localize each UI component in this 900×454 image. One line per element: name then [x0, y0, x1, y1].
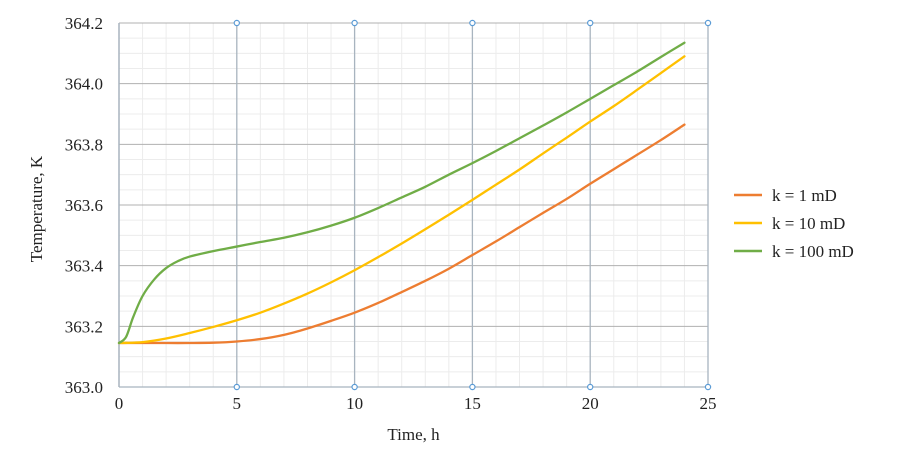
gridline-handle-dot: [233, 383, 240, 391]
y-tick-label: 363.8: [65, 135, 103, 154]
y-tick-label: 363.0: [65, 378, 103, 397]
gridline-handle-dot: [351, 19, 358, 27]
gridline-handle-dot: [469, 19, 476, 27]
major-gridlines: [118, 22, 709, 388]
x-tick-label: 5: [233, 394, 242, 413]
y-tick-label: 363.4: [65, 257, 104, 276]
plot-frame: [118, 19, 712, 391]
legend-item-k10-label: k = 10 mD: [772, 214, 845, 233]
gridline-handle-dot: [351, 383, 358, 391]
x-tick-label: 15: [464, 394, 481, 413]
legend: k = 1 mD k = 10 mD k = 100 mD: [734, 186, 854, 261]
x-tick-label: 10: [346, 394, 363, 413]
series-line-k100: [117, 41, 686, 345]
x-tick-label: 0: [115, 394, 124, 413]
gridline-handle-dot: [233, 19, 240, 27]
gridline-handle-dot: [469, 383, 476, 391]
x-axis-title: Time, h: [387, 425, 440, 444]
y-axis-title: Temperature, K: [27, 155, 46, 262]
series-line-k10: [117, 55, 686, 345]
y-tick-label: 363.6: [65, 196, 103, 215]
gridline-handle-dot: [704, 383, 712, 391]
series-layer: [117, 41, 686, 345]
x-axis-tick-labels: 0 5 10 15 20 25: [115, 394, 717, 413]
gridline-handle-dot: [704, 19, 712, 27]
y-tick-label: 364.2: [65, 14, 103, 33]
gridline-handle-dot: [587, 19, 594, 27]
legend-item-k100-label: k = 100 mD: [772, 242, 854, 261]
gridline-handle-dot: [587, 383, 594, 391]
y-tick-label: 364.0: [65, 75, 103, 94]
legend-item-k1-label: k = 1 mD: [772, 186, 837, 205]
y-tick-label: 363.2: [65, 317, 103, 336]
series-line-k1: [117, 123, 686, 345]
x-tick-label: 20: [582, 394, 599, 413]
x-tick-label: 25: [700, 394, 717, 413]
y-axis-tick-labels: 363.0 363.2 363.4 363.6 363.8 364.0 364.2: [65, 14, 104, 397]
